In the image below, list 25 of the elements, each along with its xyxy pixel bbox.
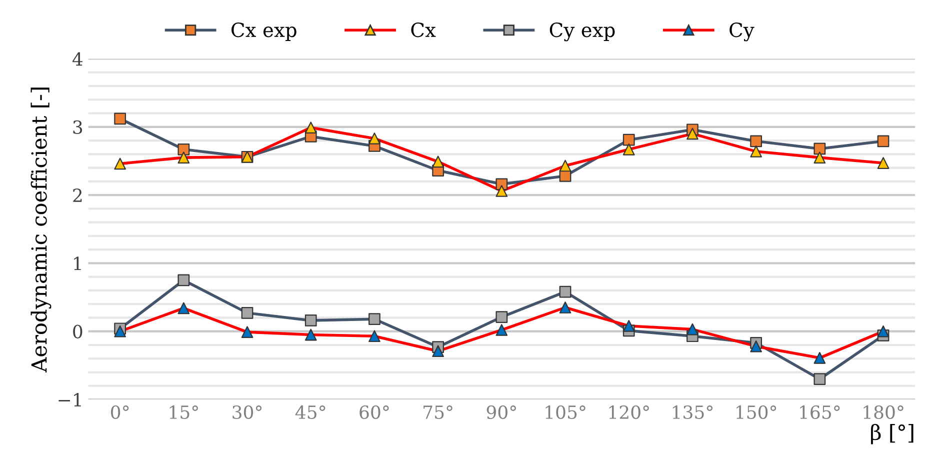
y-tick-label: −1: [58, 392, 81, 406]
y-tick-label: 3: [73, 120, 82, 134]
x-tick-label: 105°: [546, 405, 586, 420]
x-tick-label: 165°: [800, 405, 840, 420]
x-tick-label: 150°: [736, 405, 776, 420]
legend-label: Cy: [730, 22, 754, 42]
y-tick-label: 2: [73, 188, 82, 202]
y-tick-label: 1: [74, 256, 81, 270]
y-tick-label: 4: [72, 52, 82, 66]
x-tick-label: 120°: [609, 405, 649, 420]
x-tick-label: 45°: [295, 405, 326, 420]
x-tick-label: 60°: [360, 405, 389, 420]
x-tick-label: 15°: [170, 405, 198, 420]
legend-label: Cx exp: [232, 22, 296, 41]
y-tick-label: 0: [73, 324, 82, 338]
y-axis-title: Aerodynamic coefficient [-]: [30, 88, 52, 373]
x-tick-label: 75°: [424, 405, 452, 420]
legend-label: Cy exp: [550, 22, 615, 42]
x-axis-title: β [°]: [871, 424, 914, 444]
legend-label: Cx: [411, 22, 436, 38]
x-tick-label: 135°: [672, 405, 712, 420]
x-tick-label: 180°: [864, 405, 904, 420]
x-tick-label: 30°: [232, 405, 262, 420]
x-tick-label: 90°: [486, 405, 516, 420]
x-tick-label: 0°: [110, 405, 129, 420]
